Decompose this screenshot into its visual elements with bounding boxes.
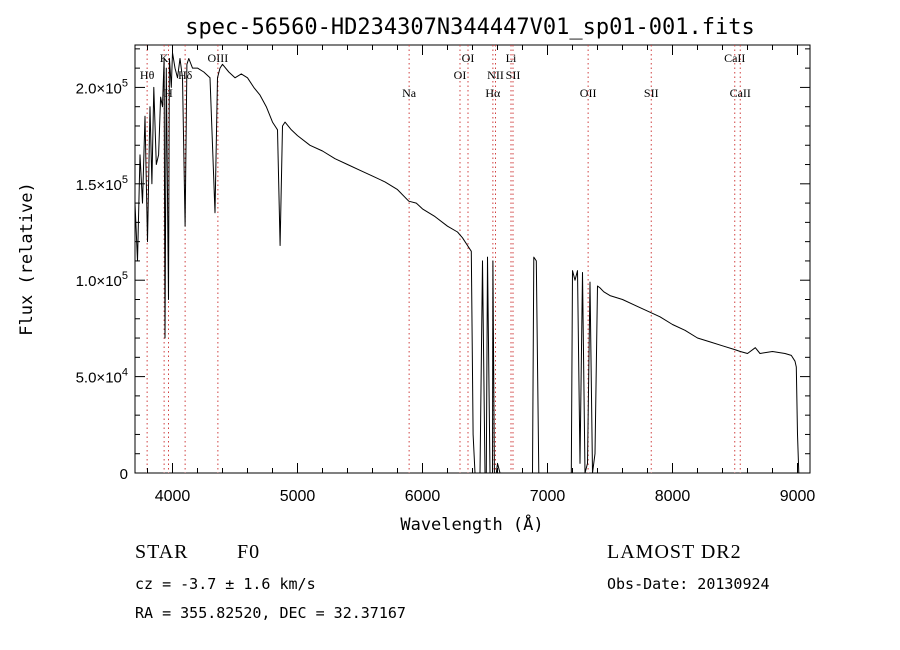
y-tick-mantissa: 0 — [120, 466, 128, 483]
x-tick-label: 5000 — [280, 488, 316, 505]
y-tick-mantissa: 2.0×10 — [76, 80, 122, 97]
line-label: Hα — [485, 86, 501, 100]
y-tick-label: 5.0×104 — [76, 367, 128, 387]
coordinates-info: RA = 355.82520, DEC = 32.37167 — [135, 604, 406, 622]
line-label: Hθ — [140, 68, 155, 82]
y-tick-exponent: 4 — [122, 367, 128, 379]
line-label: CaII — [724, 51, 745, 65]
object-class: STAR — [135, 541, 189, 563]
chart-title: spec-56560-HD234307N344447V01_sp01-001.f… — [185, 15, 755, 40]
line-label: H — [164, 86, 173, 100]
survey-name: LAMOST DR2 — [607, 541, 742, 563]
x-axis-label: Wavelength (Å) — [400, 513, 543, 535]
y-tick-label: 2.0×105 — [76, 77, 128, 97]
line-label: OI — [462, 51, 475, 65]
spectrum-series — [134, 52, 800, 474]
line-label: Hδ — [178, 68, 193, 82]
y-tick-exponent: 5 — [122, 174, 128, 186]
y-tick-label: 1.0×105 — [76, 270, 128, 290]
spectrum-line — [134, 52, 800, 474]
y-tick-mantissa: 1.5×10 — [76, 177, 122, 194]
y-axis-label: Flux (relative) — [17, 182, 37, 336]
y-tick-mantissa: 5.0×10 — [76, 370, 122, 387]
line-markers — [146, 45, 741, 473]
y-tick-label: 0 — [120, 466, 128, 483]
line-label: OIII — [208, 51, 229, 65]
line-label: CaII — [730, 86, 751, 100]
x-tick-label: 4000 — [155, 488, 191, 505]
line-label: Na — [402, 86, 417, 100]
y-tick-exponent: 5 — [122, 77, 128, 89]
spectral-subclass: F0 — [237, 541, 261, 563]
y-tick-mantissa: 1.0×10 — [76, 273, 122, 290]
line-label: K — [160, 51, 169, 65]
x-axis: 4000 5000 6000 7000 8000 9000 — [147, 45, 816, 505]
line-label: Li — [506, 51, 517, 65]
line-label: NII — [487, 68, 504, 82]
y-tick-exponent: 5 — [122, 270, 128, 282]
x-tick-label: 9000 — [780, 488, 816, 505]
line-label: OII — [580, 86, 597, 100]
line-label: SII — [506, 68, 521, 82]
line-label: OI — [454, 68, 467, 82]
y-tick-label: 1.5×105 — [76, 174, 128, 194]
observation-date: Obs-Date: 20130924 — [607, 575, 770, 593]
line-label: SII — [644, 86, 659, 100]
x-tick-label: 6000 — [405, 488, 441, 505]
x-tick-label: 7000 — [530, 488, 566, 505]
x-tick-label: 8000 — [655, 488, 691, 505]
redshift-info: cz = -3.7 ± 1.6 km/s — [135, 575, 316, 593]
